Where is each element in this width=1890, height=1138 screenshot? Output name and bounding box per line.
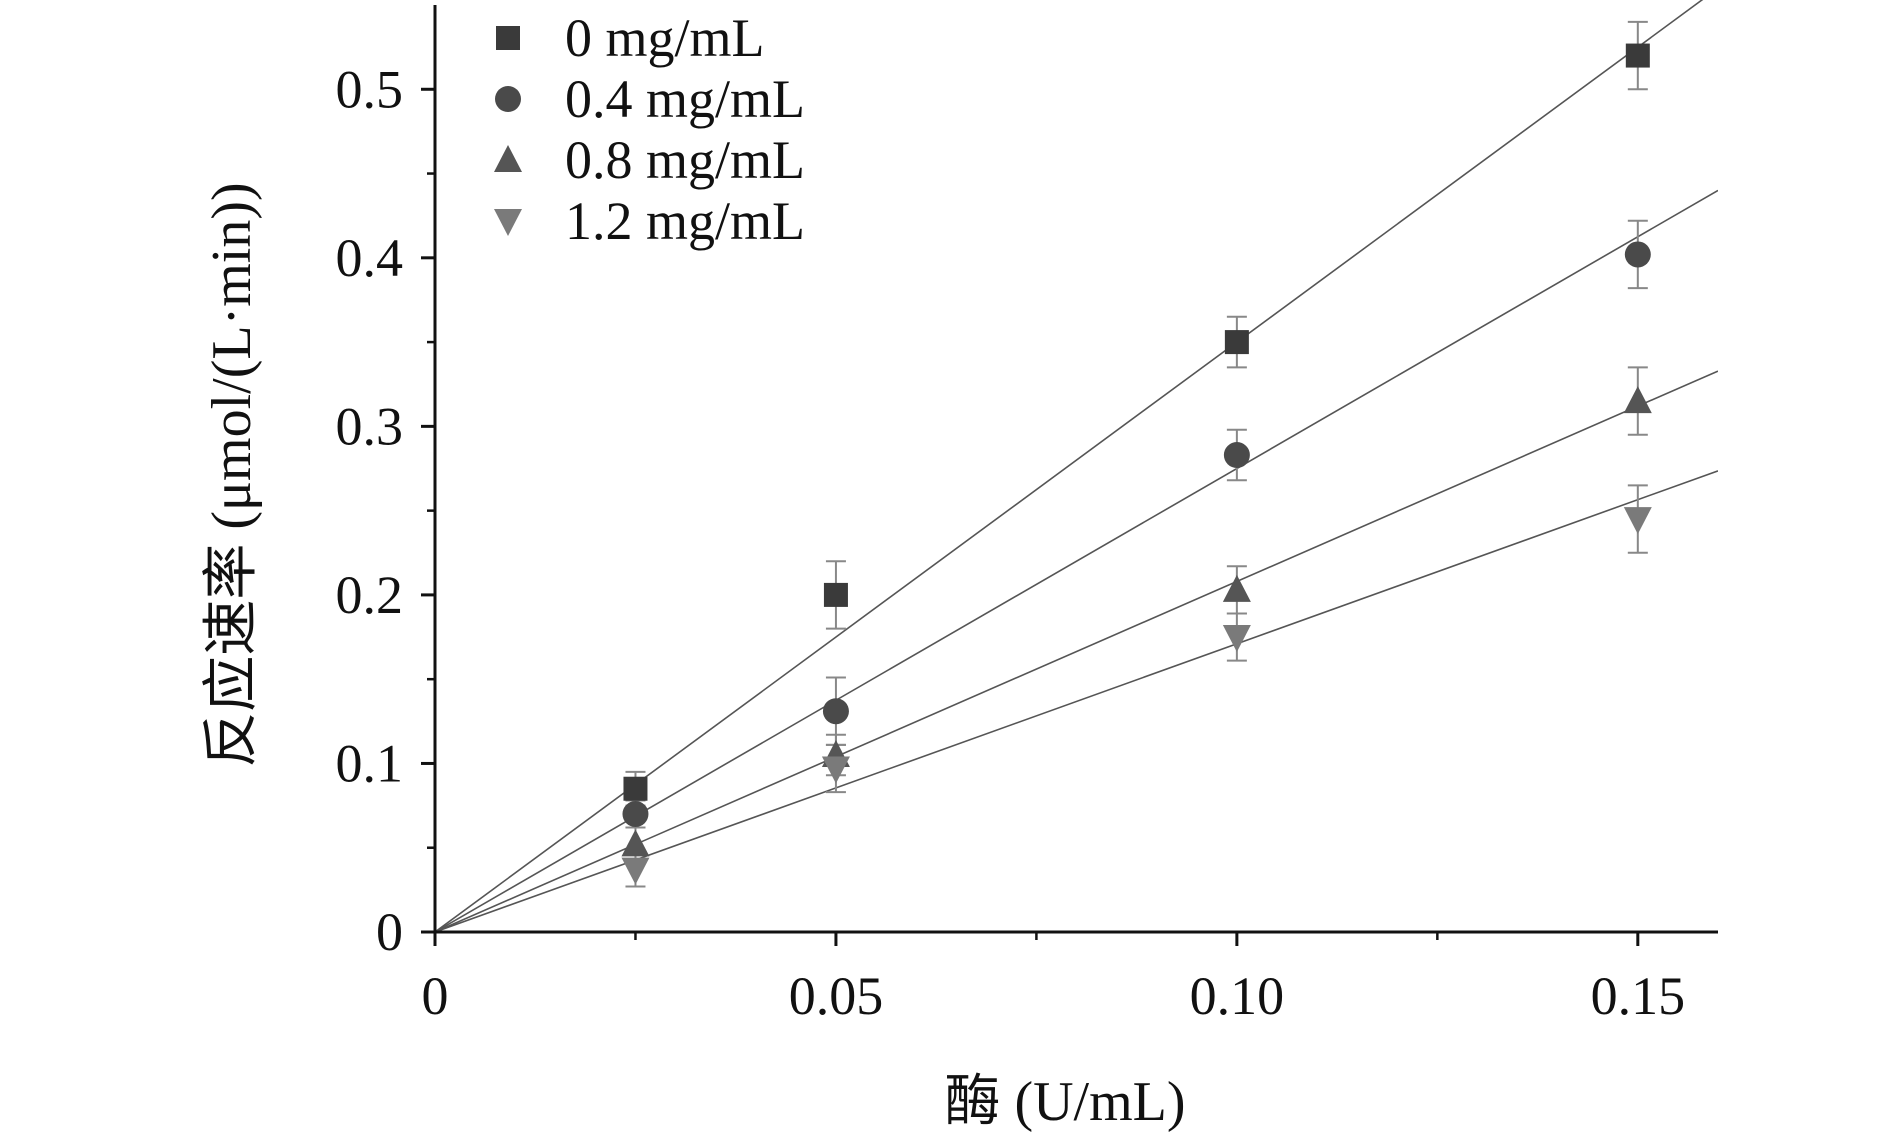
fit-line	[435, 189, 1718, 932]
y-tick-label: 0.3	[336, 396, 404, 456]
legend-marker	[496, 26, 520, 50]
data-point	[623, 776, 648, 801]
data-point	[621, 857, 650, 885]
tick-labels: 0 0.05 0.10 0.15 0 0.1 0.2 0.3 0.4 0.5	[336, 59, 1686, 1026]
data-point	[1625, 43, 1650, 68]
legend-label: 0.8 mg/mL	[565, 130, 805, 190]
data-point	[1223, 442, 1250, 469]
y-tick-label: 0	[376, 902, 403, 962]
data-points	[621, 43, 1652, 885]
legend-marker	[494, 209, 522, 236]
x-tick-label: 0.15	[1591, 966, 1686, 1026]
data-point	[1222, 625, 1251, 653]
data-point	[821, 756, 850, 784]
fit-line	[435, 0, 1704, 932]
data-point	[1222, 574, 1251, 602]
x-tick-label: 0.05	[789, 966, 884, 1026]
legend-label: 1.2 mg/mL	[565, 191, 805, 251]
x-tick-label: 0.10	[1190, 966, 1285, 1026]
y-tick-label: 0.2	[336, 565, 404, 625]
y-tick-label: 0.4	[336, 228, 404, 288]
y-axis-title: 反应速率 (μmol/(L·min))	[201, 182, 263, 767]
data-point	[823, 582, 848, 607]
y-tick-label: 0.1	[336, 733, 404, 793]
data-point	[1623, 507, 1652, 535]
legend: 0 mg/mL0.4 mg/mL0.8 mg/mL1.2 mg/mL	[494, 8, 805, 251]
data-point	[622, 801, 649, 828]
legend-marker	[495, 86, 521, 112]
axes	[421, 5, 1718, 946]
y-tick-label: 0.5	[336, 59, 404, 119]
data-point	[822, 698, 849, 725]
legend-label: 0.4 mg/mL	[565, 69, 805, 129]
legend-marker	[494, 145, 522, 172]
data-point	[1224, 330, 1249, 355]
data-point	[1623, 386, 1652, 414]
x-axis-title: 酶 (U/mL)	[944, 1071, 1185, 1133]
legend-label: 0 mg/mL	[565, 8, 765, 68]
data-point	[621, 829, 650, 857]
x-tick-label: 0	[422, 966, 449, 1026]
data-point	[1624, 241, 1651, 268]
fit-line	[435, 370, 1718, 932]
